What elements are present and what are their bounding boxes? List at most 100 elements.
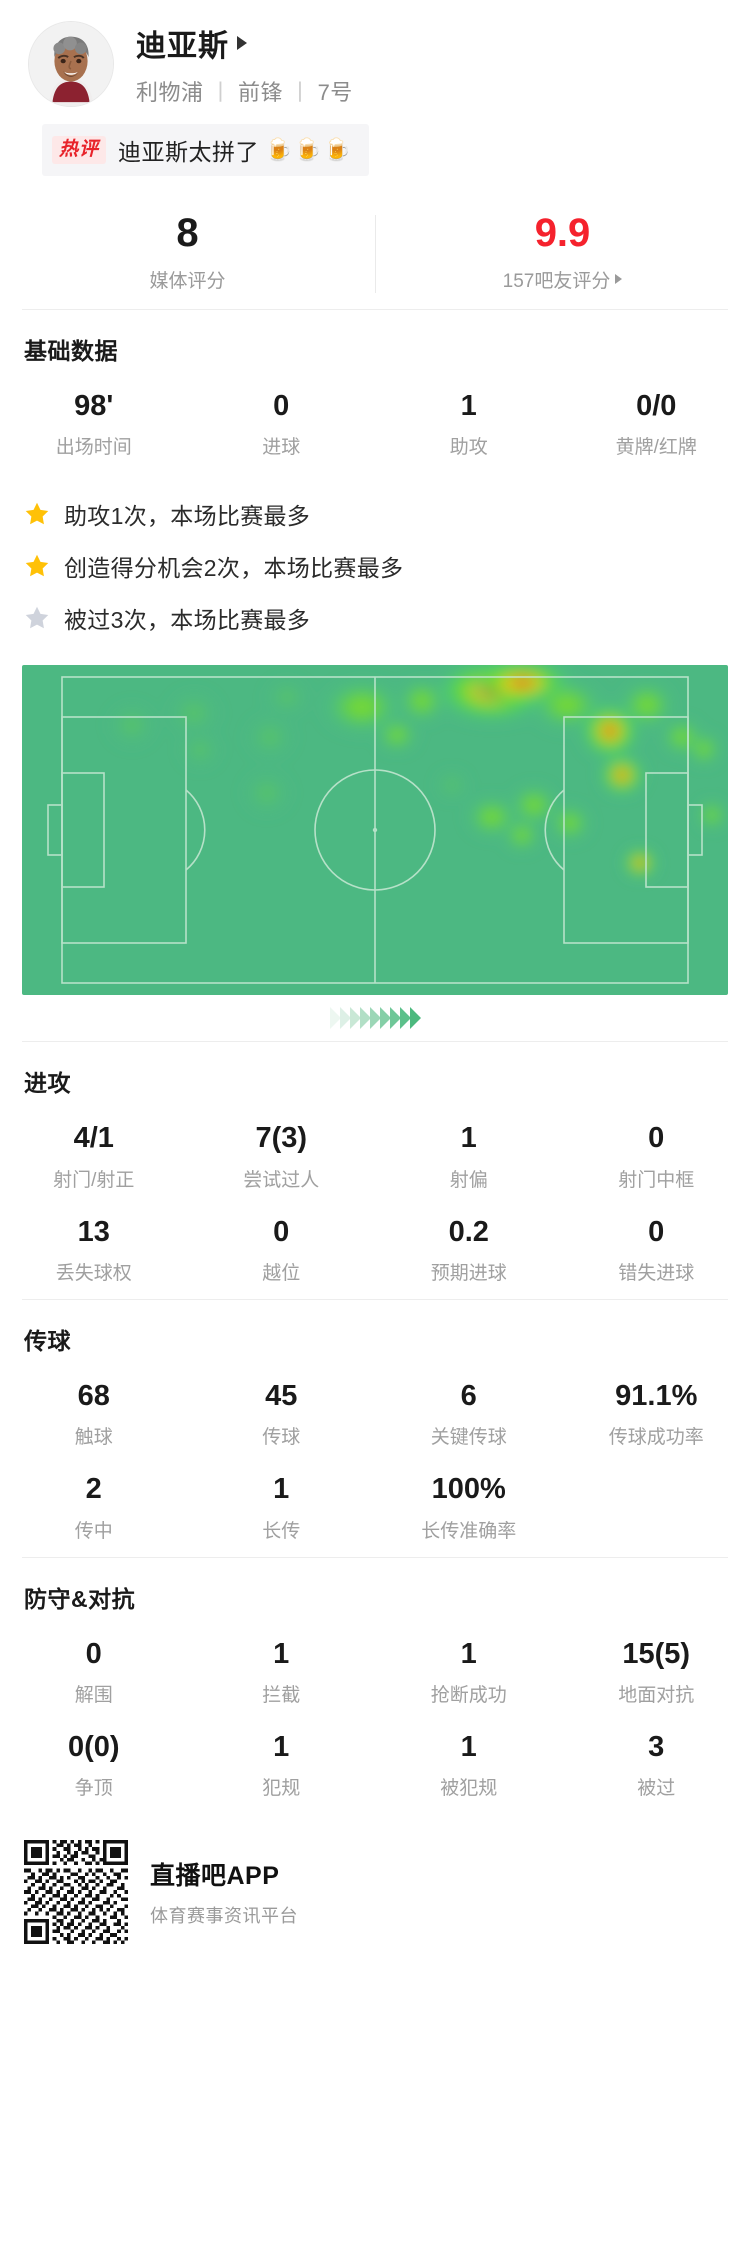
app-tagline: 体育赛事资讯平台 <box>150 1906 298 1927</box>
stat-cell: 0 进球 <box>188 380 376 473</box>
stat-grid-passing: 68 触球 45 传球 6 关键传球 91.1% 传球成功率 2 传中 1 长传… <box>0 1356 750 1557</box>
stat-label: 射偏 <box>449 1169 488 1191</box>
divider-glyph: 丨 <box>209 80 233 105</box>
stat-label: 丢失球权 <box>55 1263 132 1285</box>
highlight-text: 被过3次，本场比赛最多 <box>64 607 311 634</box>
hot-comment-chip[interactable]: 热评 迪亚斯太拼了 🍺🍺🍺 <box>42 124 370 176</box>
app-name: 直播吧APP <box>150 1862 280 1891</box>
stat-cell: 4/1 射门/射正 <box>0 1112 188 1205</box>
stat-cell: 0 错失进球 <box>563 1206 750 1299</box>
star-icon <box>25 503 49 525</box>
team-name: 利物浦 <box>136 80 204 105</box>
stat-cell: 1 长传 <box>188 1463 376 1556</box>
stat-value: 100% <box>431 1473 506 1506</box>
stat-grid-attack: 4/1 射门/射正 7(3) 尝试过人 1 射偏 0 射门中框 13 丢失球权 … <box>0 1098 750 1299</box>
stat-value: 0 <box>273 1215 290 1248</box>
section-title-defense: 防守&对抗 <box>24 1585 136 1612</box>
stat-value: 1 <box>460 1731 477 1764</box>
player-subtitle: 利物浦丨前锋丨 7号 <box>136 75 353 107</box>
stat-cell: 15(5) 地面对抗 <box>563 1628 750 1721</box>
stat-cell: 1 射偏 <box>375 1112 563 1205</box>
stat-cell: 0(0) 争顶 <box>0 1721 188 1814</box>
stat-value: 1 <box>460 1637 477 1670</box>
stat-cell: 0 射门中框 <box>563 1112 750 1205</box>
stat-label: 出场时间 <box>55 437 132 459</box>
stat-value: 98' <box>74 390 114 422</box>
stat-value: 0.2 <box>448 1215 489 1248</box>
stat-cell: 91.1% 传球成功率 <box>563 1370 750 1463</box>
stat-value: 91.1% <box>615 1380 698 1413</box>
stat-value: 0 <box>85 1637 102 1670</box>
fan-rating[interactable]: 9.9 157吧友评分 <box>375 211 750 293</box>
divider-glyph: 丨 <box>289 80 312 105</box>
stat-value: 0/0 <box>636 390 677 422</box>
avatar[interactable] <box>28 21 114 107</box>
stat-value: 45 <box>265 1380 298 1413</box>
stat-value: 68 <box>77 1380 110 1413</box>
section-divider <box>22 309 728 310</box>
stat-label: 射门中框 <box>618 1169 695 1191</box>
stat-label: 长传 <box>262 1520 301 1542</box>
player-name-row[interactable]: 迪亚斯 <box>136 21 353 65</box>
qr-code-icon[interactable] <box>24 1840 128 1945</box>
ratings-row: 8 媒体评分 9.9 157吧友评分 <box>0 194 750 309</box>
chevron-right-icon <box>390 1007 401 1030</box>
star-icon <box>25 555 49 577</box>
stat-cell: 1 犯规 <box>188 1721 376 1814</box>
footer-text: 直播吧APP 体育赛事资讯平台 <box>150 1856 298 1928</box>
stat-label: 被犯规 <box>440 1778 498 1800</box>
stat-cell: 0/0 黄牌/红牌 <box>563 380 750 473</box>
stat-label: 长传准确率 <box>421 1520 517 1542</box>
stat-value: 3 <box>648 1731 665 1764</box>
stat-cell: 7(3) 尝试过人 <box>188 1112 376 1205</box>
player-photo-icon <box>29 22 113 106</box>
stat-value: 1 <box>460 390 477 422</box>
stat-label: 地面对抗 <box>618 1685 695 1707</box>
stat-cell: 3 被过 <box>563 1721 750 1814</box>
stat-label: 争顶 <box>74 1778 113 1800</box>
chevron-right-icon <box>350 1007 361 1030</box>
chevron-right-icon <box>380 1007 391 1030</box>
pitch-heatmap <box>22 665 728 996</box>
stat-value: 0 <box>648 1122 665 1155</box>
media-rating: 8 媒体评分 <box>0 211 375 293</box>
fan-rating-label-wrap[interactable]: 157吧友评分 <box>503 266 623 293</box>
section-divider <box>22 1556 728 1558</box>
highlight-text: 创造得分机会2次，本场比赛最多 <box>64 555 404 582</box>
stat-label: 触球 <box>74 1427 113 1449</box>
stat-value: 4/1 <box>73 1122 114 1155</box>
player-position: 前锋 <box>238 80 284 105</box>
stat-value: 13 <box>77 1215 110 1248</box>
fan-rating-label: 157吧友评分 <box>502 270 611 292</box>
chevron-right-icon <box>370 1007 381 1030</box>
list-item: 被过3次，本场比赛最多 <box>24 601 750 635</box>
stat-label: 关键传球 <box>430 1427 507 1449</box>
hot-comment-row[interactable]: 热评 迪亚斯太拼了 🍺🍺🍺 <box>0 110 750 176</box>
stat-label: 拦截 <box>262 1685 301 1707</box>
stat-cell: 13 丢失球权 <box>0 1206 188 1299</box>
stat-value: 0 <box>273 390 290 422</box>
stat-label: 黄牌/红牌 <box>615 437 697 459</box>
chevron-right-icon[interactable] <box>615 274 623 284</box>
stat-label: 助攻 <box>449 437 488 459</box>
stat-value: 1 <box>273 1473 290 1506</box>
stat-grid-basic: 98' 出场时间 0 进球 1 助攻 0/0 黄牌/红牌 <box>0 366 750 473</box>
stat-label: 抢断成功 <box>430 1685 507 1707</box>
section-title-passing: 传球 <box>24 1328 71 1355</box>
stat-cell: 1 被犯规 <box>375 1721 563 1814</box>
player-header[interactable]: 迪亚斯 利物浦丨前锋丨 7号 <box>0 0 750 110</box>
stat-label: 射门/射正 <box>53 1169 135 1191</box>
stat-label: 被过 <box>637 1778 676 1800</box>
beer-mug-icon: 🍺🍺🍺 <box>265 137 354 162</box>
chevron-right-icon[interactable] <box>237 36 247 50</box>
stat-grid-defense: 0 解围 1 拦截 1 抢断成功 15(5) 地面对抗 0(0) 争顶 1 犯规… <box>0 1614 750 1815</box>
section-divider <box>22 1041 728 1043</box>
highlights-list: 助攻1次，本场比赛最多 创造得分机会2次，本场比赛最多 被过3次，本场比赛最多 <box>0 473 750 661</box>
stat-cell: 2 传中 <box>0 1463 188 1556</box>
player-meta: 迪亚斯 利物浦丨前锋丨 7号 <box>136 21 353 107</box>
stat-label: 传中 <box>74 1520 113 1542</box>
hot-badge: 热评 <box>52 136 107 164</box>
media-rating-label: 媒体评分 <box>149 270 226 292</box>
stat-cell: 68 触球 <box>0 1370 188 1463</box>
